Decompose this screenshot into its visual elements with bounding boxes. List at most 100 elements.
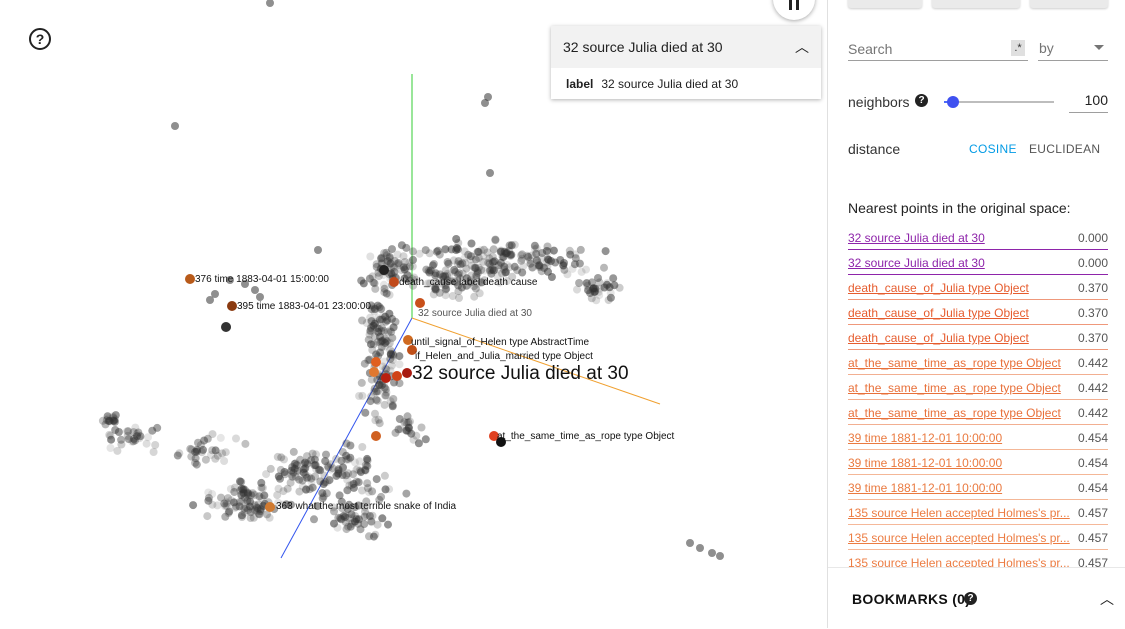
bookmarks-bar[interactable]: BOOKMARKS (0) ? ︿ [828,567,1125,629]
search-by-select[interactable]: by [1038,38,1108,61]
nearest-point-label[interactable]: death_cause_of_Julia type Object [848,281,1029,295]
scatter-point [455,294,463,302]
scatter-point [523,251,531,260]
nearest-point-row[interactable]: at_the_same_time_as_rope type Object 0.44… [848,375,1108,400]
chevron-up-icon[interactable]: ︿ [795,39,809,55]
nearest-point-label[interactable]: 39 time 1881-12-01 10:00:00 [848,456,1003,470]
scatter-point [239,484,248,493]
scatter-point [274,472,283,481]
nearest-point-bar [848,249,1108,250]
scatter-point [393,250,402,259]
nearest-point-distance: 0.442 [1077,381,1108,395]
scatter-point [251,506,259,515]
scatter-point [587,294,596,303]
scatter-point [131,423,140,432]
nearest-point-label[interactable]: at_the_same_time_as_rope type Object [848,381,1061,395]
nearest-point-label[interactable]: 32 source Julia died at 30 [848,231,985,245]
nearest-point-row[interactable]: 32 source Julia died at 30 0.000 [848,250,1108,275]
scatter-point [375,303,384,311]
scatter-point [486,266,495,275]
selected-point-card-header[interactable]: 32 source Julia died at 30 ︿ [551,26,821,68]
panel-top-button-2[interactable] [932,0,1020,8]
scatter-point [386,366,395,375]
scatter-point [144,433,152,442]
scatter-point [273,491,282,500]
scatter-point [231,483,239,492]
neighbors-slider[interactable] [944,96,1054,108]
nearest-point-label[interactable]: death_cause_of_Julia type Object [848,306,1029,320]
scatter-point [473,279,482,288]
nearest-point-label[interactable]: at_the_same_time_as_rope type Object [848,406,1061,420]
scatter-plot[interactable]: 376 time 1883-04-01 15:00:00 395 time 188… [0,0,827,628]
scatter-point [484,258,493,267]
scatter-point [603,279,612,288]
scatter-point [351,503,360,512]
scatter-point [443,272,452,281]
question-circle-icon[interactable]: ? [964,592,977,605]
scatter-point [338,471,347,479]
scatter-point [402,418,411,427]
scatter-point [236,477,244,486]
slider-thumb[interactable] [946,96,959,108]
scatter-point [365,512,374,521]
highlighted-point [371,357,381,367]
search-input[interactable] [848,38,1028,61]
nearest-point-row[interactable]: death_cause_of_Julia type Object 0.370 [848,275,1108,300]
nearest-point-label[interactable]: 39 time 1881-12-01 10:00:00 [848,431,1003,445]
scatter-point [453,245,462,254]
question-circle-icon[interactable]: ? [915,94,928,107]
scatter-point [538,249,547,257]
scatter-point [351,458,359,467]
nearest-point-row[interactable]: 39 time 1881-12-01 10:00:00 0.454 [848,425,1108,450]
scatter-point [373,375,382,384]
scatter-point [302,485,311,494]
scatter-point [454,287,463,296]
nearest-point-label[interactable]: 135 source Helen accepted Holmes's pr... [848,556,1070,567]
nearest-point-label[interactable]: 32 source Julia died at 30 [848,256,985,270]
scatter-point [530,241,539,250]
nearest-point-row[interactable]: 32 source Julia died at 30 0.000 [848,225,1108,250]
nearest-point-bar [848,374,1108,375]
nearest-point-row[interactable]: 135 source Helen accepted Holmes's pr...… [848,500,1108,525]
help-icon[interactable]: ? [29,28,51,50]
nearest-point-label[interactable]: death_cause_of_Julia type Object [848,331,1029,345]
scatter-point [444,259,453,268]
scatter-point [686,539,694,547]
scatter-point [334,469,343,478]
nearest-point-row[interactable]: 39 time 1881-12-01 10:00:00 0.454 [848,450,1108,475]
nearest-point-row[interactable]: at_the_same_time_as_rope type Object 0.44… [848,400,1108,425]
nearest-point-label[interactable]: 135 source Helen accepted Holmes's pr... [848,531,1070,545]
scatter-point [256,507,265,516]
scatter-point [111,426,120,434]
projection-canvas[interactable]: 376 time 1883-04-01 15:00:00 395 time 188… [0,0,827,628]
nearest-point-label[interactable]: 39 time 1881-12-01 10:00:00 [848,481,1003,495]
chevron-up-icon[interactable]: ︿ [1100,591,1114,607]
nearest-point-row[interactable]: 39 time 1881-12-01 10:00:00 0.454 [848,475,1108,500]
scatter-point [200,436,209,445]
neighbors-value-input[interactable]: 100 [1069,92,1108,113]
nearest-point-label[interactable]: at_the_same_time_as_rope type Object [848,356,1061,370]
scatter-point [477,246,485,255]
nearest-point-row[interactable]: 135 source Helen accepted Holmes's pr...… [848,525,1108,550]
scatter-point [364,335,373,344]
pause-button[interactable] [773,0,815,20]
scatter-point [355,466,364,475]
scatter-point [382,289,391,298]
scatter-point [505,263,514,272]
panel-top-button-1[interactable] [848,0,922,8]
euclidean-option[interactable]: EUCLIDEAN [1029,142,1101,156]
scatter-point [363,462,372,471]
nearest-point-row[interactable]: death_cause_of_Julia type Object 0.370 [848,300,1108,325]
regex-toggle[interactable]: .* [1011,40,1025,56]
nearest-point-row[interactable]: 135 source Helen accepted Holmes's pr...… [848,550,1108,567]
scatter-point [349,483,358,492]
scatter-point [237,477,246,486]
nearest-point-row[interactable]: at_the_same_time_as_rope type Object 0.44… [848,350,1108,375]
nearest-point-label[interactable]: 135 source Helen accepted Holmes's pr... [848,506,1070,520]
nearest-point-row[interactable]: death_cause_of_Julia type Object 0.370 [848,325,1108,350]
scatter-point [348,518,357,527]
panel-top-button-3[interactable] [1030,0,1108,8]
cosine-option[interactable]: COSINE [969,142,1017,156]
scatter-point [256,293,264,301]
nearest-points-list[interactable]: 32 source Julia died at 30 0.000 32 source… [848,225,1108,567]
